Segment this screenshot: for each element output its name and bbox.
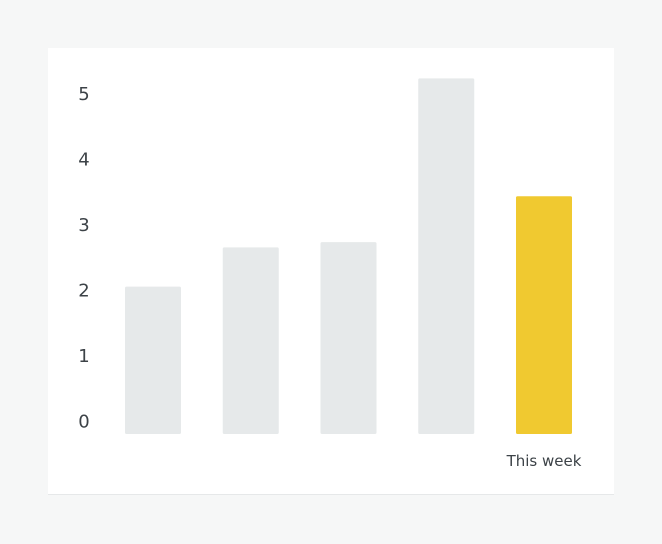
y-axis: 0 1 2 3 4 5 bbox=[78, 84, 89, 433]
y-tick-label-0: 0 bbox=[78, 412, 89, 433]
x-category-label: This week bbox=[506, 452, 582, 470]
y-tick-label-2: 2 bbox=[78, 281, 89, 302]
y-tick-label-4: 4 bbox=[78, 150, 89, 171]
bar-2[interactable] bbox=[222, 247, 279, 434]
y-tick-label-3: 3 bbox=[78, 215, 89, 236]
bar-3[interactable] bbox=[320, 242, 377, 434]
bar-this-week[interactable] bbox=[516, 196, 572, 434]
bar-4[interactable] bbox=[418, 78, 475, 435]
bar-1[interactable] bbox=[125, 286, 181, 434]
x-axis-labels: This week bbox=[506, 452, 582, 470]
y-tick-label-1: 1 bbox=[78, 346, 89, 367]
bars bbox=[125, 78, 572, 435]
y-tick-label-5: 5 bbox=[78, 84, 89, 105]
